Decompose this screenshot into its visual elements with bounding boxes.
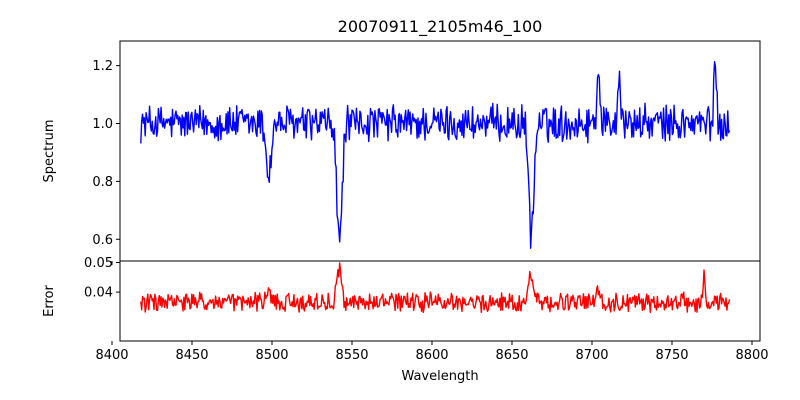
spectrum-series-group — [140, 61, 731, 249]
error-y-axis-label: Error — [42, 285, 57, 317]
x-axis-label: Wavelength — [401, 369, 478, 384]
error-x-tick-label: 8700 — [575, 348, 608, 363]
error-x-tick-label: 8800 — [735, 348, 768, 363]
error-x-tick-label: 8650 — [495, 348, 528, 363]
error-x-tick-label: 8500 — [255, 348, 288, 363]
error-x-tick-label: 8600 — [415, 348, 448, 363]
spectrum-y-tick-label: 0.8 — [92, 175, 113, 190]
error-axes-frame — [119, 260, 761, 342]
spectrum-y-tick-label: 0.6 — [92, 233, 113, 248]
error-x-tick-label: 8550 — [335, 348, 368, 363]
error-y-tick-label: 0.05 — [84, 256, 113, 271]
error-x-tick-label: 8450 — [175, 348, 208, 363]
error-series-group — [140, 262, 731, 314]
spectrum-y-axis-label: Spectrum — [42, 120, 57, 183]
error-y-tick-label: 0.04 — [84, 286, 113, 301]
chart-title: 20070911_2105m46_100 — [338, 17, 543, 37]
spectrum-y-tick-label: 1.0 — [92, 117, 113, 132]
spectrum-y-ticks: 0.6 0.8 1.0 1.2 — [92, 59, 120, 248]
spectrum-y-tick-label: 1.2 — [92, 59, 113, 74]
error-x-tick-label: 8400 — [95, 348, 128, 363]
spectrum-plot-area — [120, 41, 760, 261]
error-series-line — [140, 262, 731, 314]
spectrum-panel: 0.6 0.8 1.0 1.2 Spectrum — [42, 40, 761, 265]
spectrum-series-line — [140, 61, 731, 249]
error-panel: 0.04 0.05 8400 8450 8500 8550 8600 8650 8700 875… — [42, 256, 769, 384]
error-x-tick-label: 8750 — [655, 348, 688, 363]
error-x-ticks: 8400 8450 8500 8550 8600 8650 8700 8750 8800 — [95, 341, 769, 363]
error-y-ticks: 0.04 0.05 — [84, 256, 120, 301]
